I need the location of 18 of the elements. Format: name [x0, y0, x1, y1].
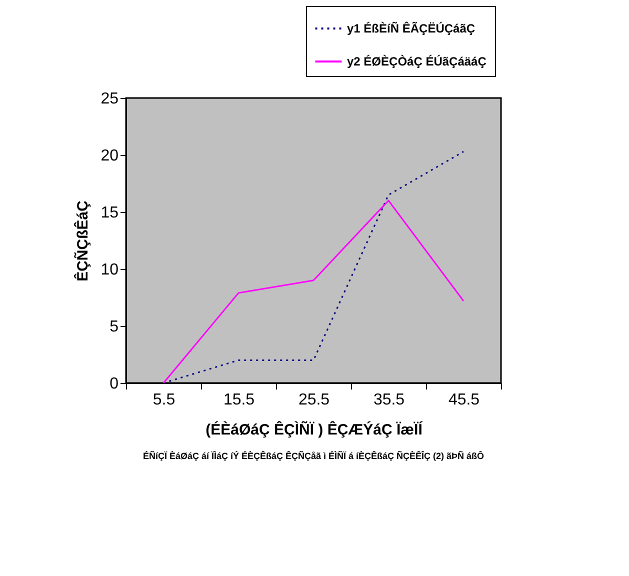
x-tick-label: 45.5	[448, 392, 480, 408]
y-tick-label: 0	[110, 376, 119, 392]
y-axis-title: ÊÇÑÇßÊáÇ	[74, 200, 92, 282]
legend-label: y2 ÉØÈÇÒáÇ ÉÚãÇáäáÇ	[347, 54, 487, 68]
y-tick-label: 10	[100, 262, 119, 278]
line-series	[162, 150, 464, 384]
legend-label: y1 ÉßÈíÑ ÊÃÇËÚÇáãÇ	[347, 22, 476, 36]
x-tick-label: 35.5	[373, 392, 405, 408]
y-tick-label: 25	[100, 90, 119, 108]
y-tick-label: 5	[110, 318, 119, 336]
line-series	[162, 200, 464, 384]
x-tick-label: 15.5	[223, 392, 255, 408]
text: ÉÑíÇÏ ÈáØáÇ áí ÏÌáÇ íÝ ÉÈÇÊßáÇ ÊÇÑÇåã ì ÉÌÑÏ á íÈÇÊßáÇ ÑÇÈÊÎÇ (2) ãÞÑ áßÔ	[142, 450, 484, 461]
x-tick-label: 25.5	[298, 392, 330, 408]
y-tick-label: 15	[100, 204, 119, 222]
y-tick-label: 20	[100, 148, 119, 164]
x-tick-label: 5.5	[152, 392, 176, 408]
x-axis-title: (ÉÈáØáÇ ÊÇÌÑÏ ) ÊÇÆÝáÇ ÏæÏÍ	[206, 420, 424, 438]
